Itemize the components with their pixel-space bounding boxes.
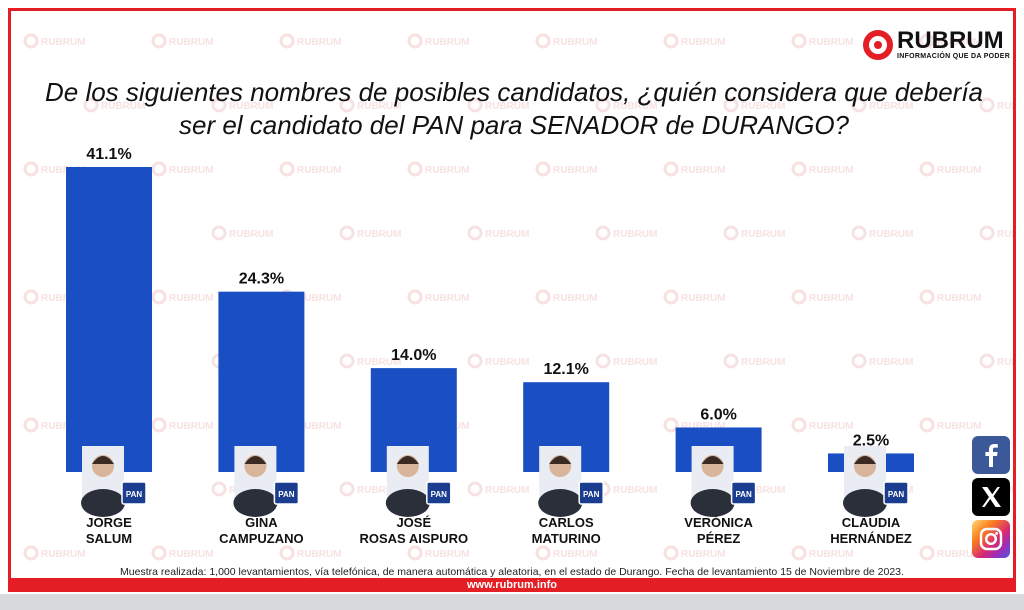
facebook-icon[interactable] [972,436,1010,474]
chart-title-line-1: De los siguientes nombres de posibles ca… [44,77,984,107]
pan-logo-icon: PAN [426,481,452,505]
bar-value-label: 6.0% [700,406,736,423]
category-label: ROSAS AISPURO [360,531,469,546]
category-label: VERÓNICA [684,515,753,530]
category-label: SALUM [86,531,132,546]
svg-text:PAN: PAN [583,490,600,499]
bar-1 [66,167,152,472]
bar-value-label: 24.3% [239,271,284,288]
category-label: MATURINO [532,531,601,546]
x-glyph [982,487,1001,507]
pan-logo-icon: PAN [883,481,909,505]
facebook-glyph [985,444,998,467]
candidate-photo [233,446,278,517]
pan-logo-icon: PAN [121,481,147,505]
bar-value-label: 41.1% [86,146,131,163]
candidate-photo [538,446,583,517]
survey-footnote: Muestra realizada: 1,000 levantamientos,… [120,566,904,578]
candidate-photo [690,446,735,517]
rubrum-logo-tagline: INFORMACIÓN QUE DA PODER [897,53,1011,60]
category-label: CARLOS [539,515,594,530]
rubrum-logo-word: RUBRUM [897,27,1004,54]
website-bar[interactable]: www.rubrum.info [11,578,1013,592]
rubrum-logo-icon [863,30,893,60]
pan-logo-icon: PAN [273,481,300,505]
pan-logo-icon: PAN [578,481,604,505]
category-label: GINA [245,515,278,530]
category-label: JORGE [86,515,132,530]
instagram-glyph [979,527,1003,551]
bar-2 [218,291,305,472]
x-icon[interactable] [972,478,1010,516]
svg-text:PAN: PAN [888,490,905,499]
chart-title: De los siguientes nombres de posibles ca… [14,76,1014,142]
category-label: PÉREZ [697,531,740,546]
pan-logo-icon: PAN [730,481,757,505]
category-label: HERNÁNDEZ [830,531,912,546]
chart-title-line-2: ser el candidato del PAN para SENADOR de… [178,110,850,140]
candidate-photo [385,446,430,517]
category-label: CLAUDIA [842,515,901,530]
category-label: CAMPUZANO [219,531,304,546]
instagram-icon[interactable] [972,520,1010,558]
bar-value-label: 14.0% [391,347,436,364]
svg-text:PAN: PAN [431,490,448,499]
candidate-photo [81,446,125,517]
rubrum-logo: RUBRUM INFORMACIÓN QUE DA PODER [863,25,1013,65]
svg-text:PAN: PAN [278,490,295,499]
bar-value-label: 12.1% [544,361,589,378]
candidate-photo [843,446,887,517]
svg-text:PAN: PAN [735,490,752,499]
svg-text:PAN: PAN [126,490,143,499]
category-label: JOSÉ [396,515,431,530]
bottom-strip [0,594,1024,610]
bar-value-label: 2.5% [853,432,889,449]
